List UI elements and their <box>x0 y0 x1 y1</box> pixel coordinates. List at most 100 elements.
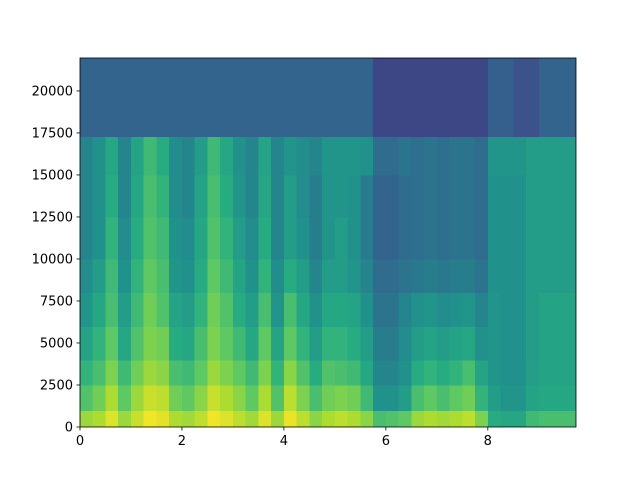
heatmap-cell <box>513 292 527 327</box>
heatmap-cell <box>130 326 145 361</box>
heatmap-cell <box>181 174 196 218</box>
heatmap-cell <box>500 359 514 386</box>
heatmap-cell <box>258 174 272 218</box>
heatmap-cell <box>181 359 196 386</box>
heatmap-cell <box>551 58 565 137</box>
heatmap-cell <box>143 258 158 294</box>
y-tick-label: 20000 <box>32 84 73 99</box>
heatmap-cell <box>360 258 374 294</box>
heatmap-cell <box>169 410 183 427</box>
y-tick-label: 17500 <box>32 126 73 141</box>
heatmap-cell <box>462 326 476 361</box>
heatmap-cell <box>143 359 158 386</box>
heatmap-cell <box>334 384 349 411</box>
heatmap-cell <box>564 258 576 294</box>
heatmap-cell <box>245 174 260 218</box>
heatmap-cell <box>220 384 234 411</box>
heatmap-cell <box>385 216 400 260</box>
heatmap-cell <box>232 216 247 260</box>
heatmap-cell <box>271 258 285 294</box>
heatmap-cell <box>373 258 387 294</box>
heatmap-cell <box>526 174 540 218</box>
heatmap-cell <box>424 174 438 218</box>
heatmap-cell <box>360 410 374 427</box>
heatmap-cell <box>169 326 183 361</box>
heatmap-cell <box>143 174 158 218</box>
heatmap-cell <box>220 174 234 218</box>
heatmap-cell <box>258 326 272 361</box>
heatmap-cell <box>80 216 94 260</box>
heatmap-cell <box>118 58 132 137</box>
heatmap-cell <box>309 384 323 411</box>
heatmap-cell <box>538 258 553 294</box>
heatmap-cell <box>322 292 336 327</box>
heatmap-cell <box>130 292 145 327</box>
heatmap-cell <box>564 384 576 411</box>
heatmap-cell <box>143 58 158 137</box>
heatmap-cell <box>398 359 412 386</box>
heatmap-cell <box>309 292 323 327</box>
heatmap-cell <box>258 359 272 386</box>
heatmap-cell <box>398 58 412 137</box>
heatmap-cell <box>271 384 285 411</box>
heatmap-cell <box>118 384 132 411</box>
heatmap-cell <box>232 58 247 137</box>
heatmap-cell <box>322 410 336 427</box>
heatmap-cell <box>232 174 247 218</box>
heatmap-cell <box>309 58 323 137</box>
heatmap-cell <box>398 384 412 411</box>
heatmap-cell <box>449 216 463 260</box>
heatmap-cell <box>462 410 476 427</box>
heatmap-cell <box>258 384 272 411</box>
heatmap-cell <box>271 292 285 327</box>
heatmap-cell <box>207 58 221 137</box>
y-tick-label: 15000 <box>32 168 73 183</box>
heatmap-cell <box>564 359 576 386</box>
heatmap-cell <box>449 258 463 294</box>
heatmap-cell <box>475 216 489 260</box>
heatmap-cell <box>232 410 247 427</box>
heatmap-cell <box>143 326 158 361</box>
heatmap-cell <box>475 326 489 361</box>
heatmap-cell <box>207 384 221 411</box>
heatmap-cell <box>156 174 170 218</box>
heatmap-cell <box>296 174 310 218</box>
heatmap-cell <box>245 216 260 260</box>
heatmap-cell <box>283 384 298 411</box>
heatmap-cell <box>373 384 387 411</box>
heatmap-cell <box>143 384 158 411</box>
heatmap-cell <box>194 258 209 294</box>
heatmap-cell <box>309 326 323 361</box>
heatmap-cell <box>513 326 527 361</box>
heatmap-cell <box>271 58 285 137</box>
heatmap-cell <box>322 359 336 386</box>
heatmap-cell <box>322 216 336 260</box>
heatmap-cell <box>296 258 310 294</box>
heatmap-cell <box>411 136 425 176</box>
heatmap-cell <box>220 216 234 260</box>
heatmap-cell <box>487 326 502 361</box>
heatmap-cell <box>80 326 94 361</box>
heatmap-cell <box>130 174 145 218</box>
heatmap-cell <box>296 292 310 327</box>
heatmap-cell <box>462 292 476 327</box>
heatmap-cell <box>385 384 400 411</box>
heatmap-cell <box>436 258 451 294</box>
x-tick-label: 0 <box>76 434 84 449</box>
heatmap-cell <box>181 326 196 361</box>
heatmap-cell <box>449 410 463 427</box>
heatmap-cell <box>462 258 476 294</box>
heatmap-cell <box>526 292 540 327</box>
heatmap-cell <box>398 174 412 218</box>
heatmap-cell <box>385 292 400 327</box>
heatmap-cell <box>475 384 489 411</box>
heatmap-cell <box>385 326 400 361</box>
heatmap-cell <box>551 174 565 218</box>
heatmap-cell <box>169 174 183 218</box>
heatmap-cell <box>118 174 132 218</box>
y-tick-label: 0 <box>65 421 73 436</box>
heatmap-cell <box>232 359 247 386</box>
heatmap-cell <box>449 326 463 361</box>
heatmap-cell <box>411 174 425 218</box>
heatmap-cell <box>232 258 247 294</box>
